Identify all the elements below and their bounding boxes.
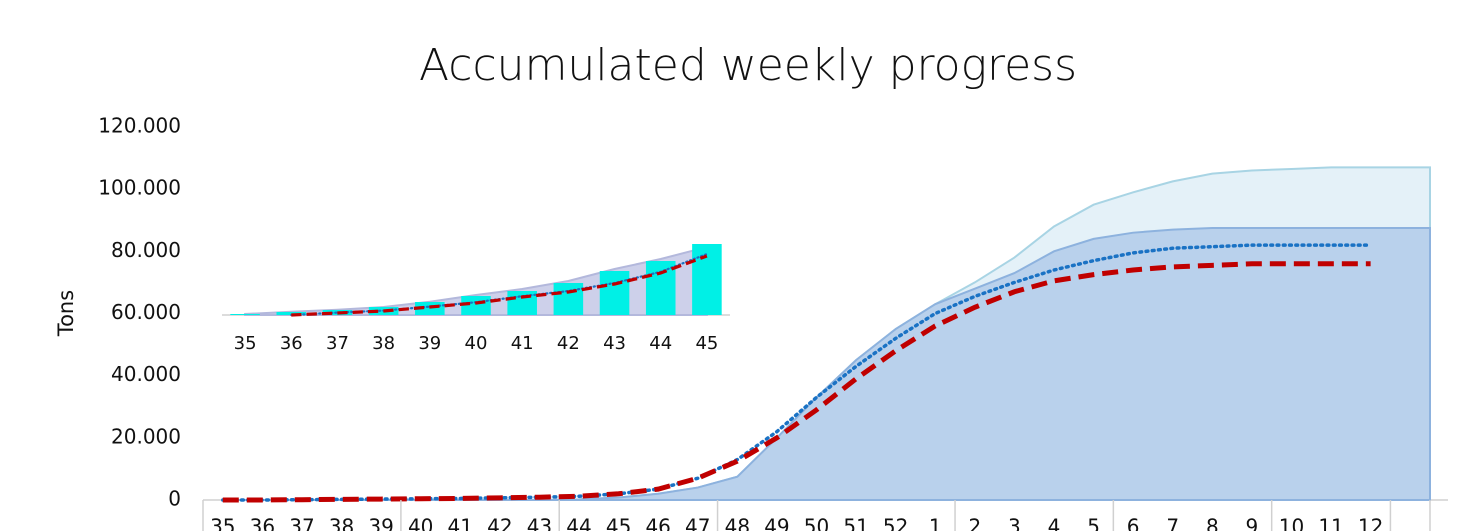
x-tick-label: 39 — [368, 515, 393, 531]
x-tick-label: 40 — [465, 333, 488, 354]
area — [222, 227, 1431, 501]
x-tick-label: 1 — [929, 515, 942, 531]
x-tick-label: 47 — [685, 515, 710, 531]
x-tick-label: 48 — [725, 515, 750, 531]
x-tick-label: 4 — [1048, 515, 1061, 531]
x-tick-label: 42 — [557, 333, 580, 354]
bar — [599, 271, 630, 315]
x-tick-label: 5 — [1087, 515, 1100, 531]
x-tick-label: 52 — [883, 515, 908, 531]
line — [291, 254, 708, 317]
bar — [692, 244, 722, 315]
x-tick-label: 37 — [289, 515, 314, 531]
line — [221, 243, 1373, 502]
x-tick-label: 11 — [1318, 515, 1343, 531]
x-tick-label: 44 — [649, 333, 672, 354]
x-tick-label: 42 — [487, 515, 512, 531]
y-tick-label: 40.000 — [111, 362, 181, 386]
y-tick-label: 20.000 — [111, 424, 181, 448]
x-tick-label: 39 — [418, 333, 441, 354]
bar — [507, 291, 537, 315]
x-tick-label: 43 — [527, 515, 552, 531]
x-tick-label: 37 — [326, 333, 349, 354]
x-tick-label: 12 — [1358, 515, 1383, 531]
x-tick-label: 41 — [448, 515, 473, 531]
x-tick-label: 49 — [764, 515, 789, 531]
x-tick-label: 36 — [250, 515, 275, 531]
bar — [230, 314, 260, 315]
x-tick-label: 50 — [804, 515, 829, 531]
x-tick-label: 38 — [372, 333, 395, 354]
x-tick-label: 44 — [566, 515, 591, 531]
x-tick-label: 35 — [234, 333, 257, 354]
x-tick-label: 38 — [329, 515, 354, 531]
x-tick-label: 46 — [645, 515, 670, 531]
x-tick-label: 36 — [280, 333, 303, 354]
y-tick-label: 80.000 — [111, 238, 181, 262]
chart-title: Accumulated weekly progress — [419, 40, 1077, 91]
y-tick-label: 120.000 — [98, 114, 181, 138]
x-tick-label: 3 — [1008, 515, 1021, 531]
bar — [645, 261, 676, 315]
y-tick-label: 0 — [168, 487, 181, 511]
line — [222, 261, 1371, 503]
bar — [553, 283, 584, 315]
x-tick-label: 45 — [695, 333, 718, 354]
x-tick-label: 10 — [1279, 515, 1304, 531]
y-tick-label: 100.000 — [98, 176, 181, 200]
x-tick-label: 41 — [511, 333, 534, 354]
x-tick-label: 45 — [606, 515, 631, 531]
x-tick-label: 8 — [1206, 515, 1219, 531]
x-tick-label: 43 — [603, 333, 626, 354]
y-axis-label: Tons — [54, 290, 78, 337]
x-tick-label: 6 — [1127, 515, 1140, 531]
x-tick-label: 7 — [1166, 515, 1179, 531]
y-tick-label: 60.000 — [111, 300, 181, 324]
x-tick-label: 51 — [843, 515, 868, 531]
x-tick-label: 2 — [968, 515, 981, 531]
x-tick-label: 9 — [1246, 515, 1259, 531]
x-tick-label: 35 — [210, 515, 235, 531]
x-tick-label: 40 — [408, 515, 433, 531]
